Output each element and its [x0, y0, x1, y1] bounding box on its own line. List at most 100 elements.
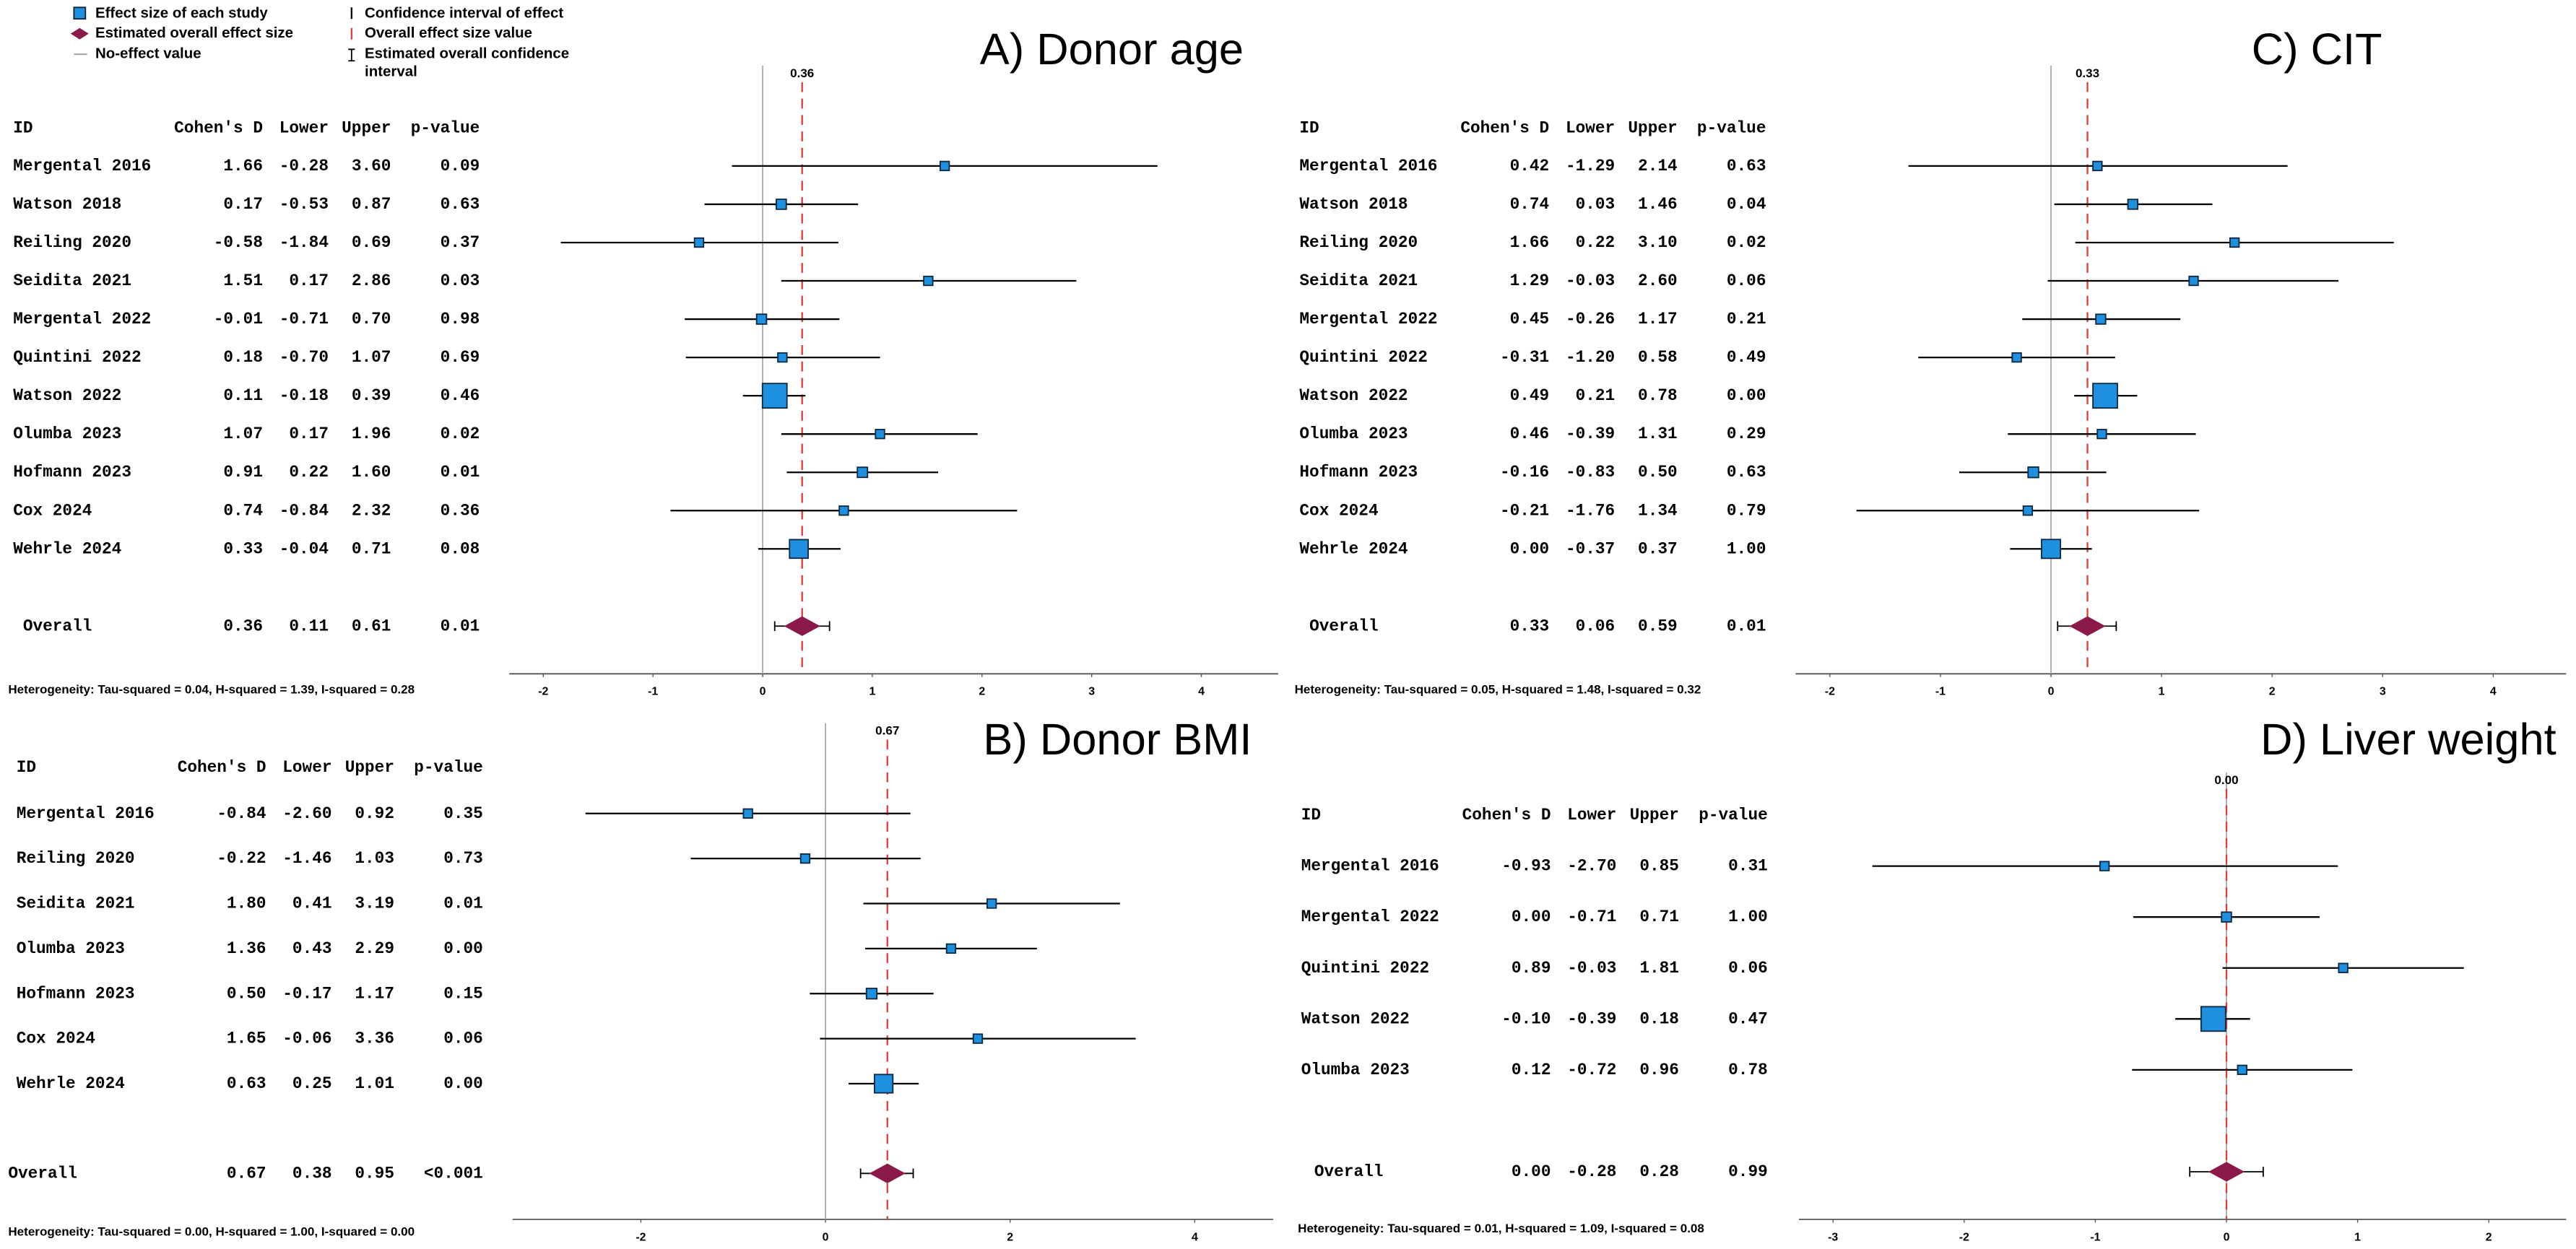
table-cell: 0.37	[1638, 539, 1678, 558]
effect-square	[693, 237, 705, 248]
table-cell: 0.78	[1728, 1061, 1768, 1079]
study-id: Quintini 2022	[1301, 959, 1429, 978]
table-cell: 0.74	[1510, 195, 1550, 214]
table-cell: 0.46	[441, 386, 480, 405]
table-cell: 3.36	[355, 1030, 394, 1048]
table-cell: -1.46	[282, 849, 331, 868]
table-cell: 0.50	[1638, 463, 1678, 482]
study-id: Watson 2022	[13, 386, 121, 405]
table-cell: 3.60	[352, 157, 391, 175]
x-tick-label: 0	[2048, 686, 2055, 698]
x-tick-label: 4	[1192, 1231, 1198, 1243]
overall-value-label: 0.36	[790, 66, 814, 80]
study-id: Wehrle 2024	[13, 539, 121, 558]
x-tick-label: -3	[1828, 1231, 1838, 1243]
table-cell: -0.03	[1567, 959, 1616, 978]
x-tick-label: 2	[2486, 1231, 2492, 1243]
legend-diamond	[70, 27, 89, 40]
study-id: Mergental 2022	[1301, 908, 1439, 926]
table-cell: 0.50	[227, 984, 266, 1003]
study-id: Olumba 2023	[13, 425, 121, 443]
study-id: Watson 2022	[1301, 1009, 1410, 1028]
table-cell: 0.36	[223, 617, 263, 635]
x-tick-label: 3	[1088, 686, 1095, 698]
table-cell: 0.42	[1510, 157, 1550, 175]
table-cell: -0.18	[279, 386, 329, 405]
effect-square	[2022, 505, 2034, 516]
table-cell: 0.04	[1727, 195, 1766, 214]
effect-square	[761, 383, 788, 409]
effect-square	[742, 808, 753, 819]
table-cell: 0.21	[1727, 310, 1766, 328]
study-id: Wehrle 2024	[17, 1074, 125, 1093]
effect-square	[923, 275, 934, 287]
effect-square	[2092, 160, 2103, 172]
table-cell: 0.00	[1510, 539, 1550, 558]
study-id: Mergental 2016	[17, 804, 155, 823]
table-cell: -0.31	[1500, 348, 1549, 367]
x-tick-label: 3	[2380, 686, 2386, 698]
column-header: Cohen's D	[1460, 119, 1549, 138]
x-tick-label: 2	[979, 686, 985, 698]
table-cell: 0.00	[1512, 1162, 1551, 1181]
heterogeneity: Heterogeneity: Tau-squared = 0.05, H-squ…	[1295, 683, 1701, 697]
overall-diamond	[784, 616, 820, 636]
table-cell: 2.86	[352, 271, 391, 290]
table-cell: 0.18	[1639, 1009, 1679, 1028]
study-id: Mergental 2022	[1299, 310, 1437, 328]
table-cell: 0.98	[441, 310, 480, 328]
legend-label: Estimated overall confidence	[365, 45, 569, 62]
legend-label: Effect size of each study	[95, 5, 268, 22]
x-tick-label: -2	[1959, 1231, 1969, 1243]
table-cell: 0.39	[352, 386, 391, 405]
table-cell: -0.06	[282, 1030, 331, 1048]
legend-label: Confidence interval of effect	[365, 5, 563, 22]
table-cell: 0.01	[1727, 617, 1766, 635]
study-id: Watson 2018	[1299, 195, 1408, 214]
study-id: Hofmann 2023	[17, 984, 135, 1003]
table-cell: 2.32	[352, 501, 391, 520]
table-cell: 1.34	[1638, 501, 1678, 520]
effect-square	[2041, 539, 2062, 560]
overall-value-label: 0.67	[875, 723, 899, 737]
study-id: Overall	[1309, 617, 1379, 635]
study-id: Mergental 2016	[1299, 157, 1437, 175]
column-header: Lower	[282, 758, 331, 777]
table-cell: -2.70	[1567, 857, 1616, 876]
table-cell: 0.06	[443, 1030, 483, 1048]
study-id: Reiling 2020	[13, 233, 131, 252]
effect-square	[986, 898, 997, 909]
table-cell: 0.85	[1639, 857, 1679, 876]
table-cell: 0.02	[441, 425, 480, 443]
effect-square	[875, 429, 885, 440]
panel-title: B) Donor BMI	[983, 715, 1252, 765]
table-cell: -0.03	[1566, 271, 1615, 290]
table-cell: -0.84	[217, 804, 266, 823]
x-tick-label: 1	[2354, 1231, 2361, 1243]
table-cell: 0.35	[443, 804, 483, 823]
legend: Effect size of each study Estimated over…	[70, 5, 569, 80]
table-cell: 1.17	[355, 984, 394, 1003]
effect-square	[2188, 275, 2199, 287]
table-cell: 0.02	[1727, 233, 1766, 252]
x-tick-label: 1	[2159, 686, 2165, 698]
study-id: Seidita 2021	[17, 895, 135, 913]
table-cell: 0.22	[289, 463, 329, 482]
x-tick-label: 2	[2269, 686, 2276, 698]
table-cell: 0.17	[223, 195, 263, 214]
legend-whisker	[348, 48, 355, 62]
overall-diamond	[2069, 616, 2106, 636]
table-cell: 1.65	[227, 1030, 266, 1048]
table-cell: 0.06	[1576, 617, 1616, 635]
heterogeneity: Heterogeneity: Tau-squared = 0.04, H-squ…	[8, 683, 415, 697]
table-cell: 0.36	[441, 501, 480, 520]
study-id: Quintini 2022	[13, 348, 141, 367]
table-cell: -0.37	[1566, 539, 1615, 558]
effect-square	[865, 988, 878, 1000]
table-cell: 1.66	[223, 157, 263, 175]
column-header: Lower	[279, 119, 329, 138]
table-cell: 1.96	[352, 425, 391, 443]
column-header: p-value	[414, 758, 483, 777]
table-cell: 1.31	[1638, 425, 1678, 443]
